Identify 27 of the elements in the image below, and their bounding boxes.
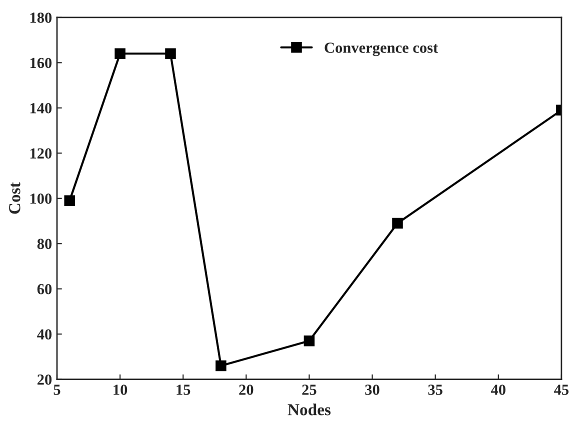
y-tick-label: 140: [30, 103, 52, 114]
point: [64, 195, 75, 206]
point: [216, 360, 226, 372]
y-tick-label: 180: [30, 12, 52, 23]
y-tick-label: 80: [37, 238, 52, 250]
y-tick-label: 100: [30, 194, 52, 204]
x-axis-title: Nodes: [288, 404, 331, 416]
x-tick-label: 10: [114, 384, 128, 395]
point: [392, 218, 403, 229]
y-tick-label: 120: [30, 148, 52, 159]
x-tick-label: 20: [239, 384, 254, 395]
x-tick-label: 30: [365, 384, 380, 395]
x-tick-label: 15: [176, 384, 190, 395]
point: [304, 335, 315, 346]
y-axis-title: Cost: [9, 182, 20, 214]
y-tick-label: 160: [30, 58, 52, 68]
point: [165, 48, 176, 60]
point: [114, 48, 126, 60]
y-tick-label: 60: [37, 284, 52, 294]
x-tick-label: 45: [554, 384, 569, 395]
x-tick-label: 35: [428, 384, 442, 395]
x-tick-label: 5: [54, 384, 60, 395]
x-tick-label: 40: [490, 384, 506, 395]
x-tick-label: 25: [302, 384, 316, 395]
y-tick-label: 20: [38, 374, 52, 385]
y-tick-label: 40: [37, 329, 52, 340]
legend-label: Convergence cost: [324, 42, 438, 56]
